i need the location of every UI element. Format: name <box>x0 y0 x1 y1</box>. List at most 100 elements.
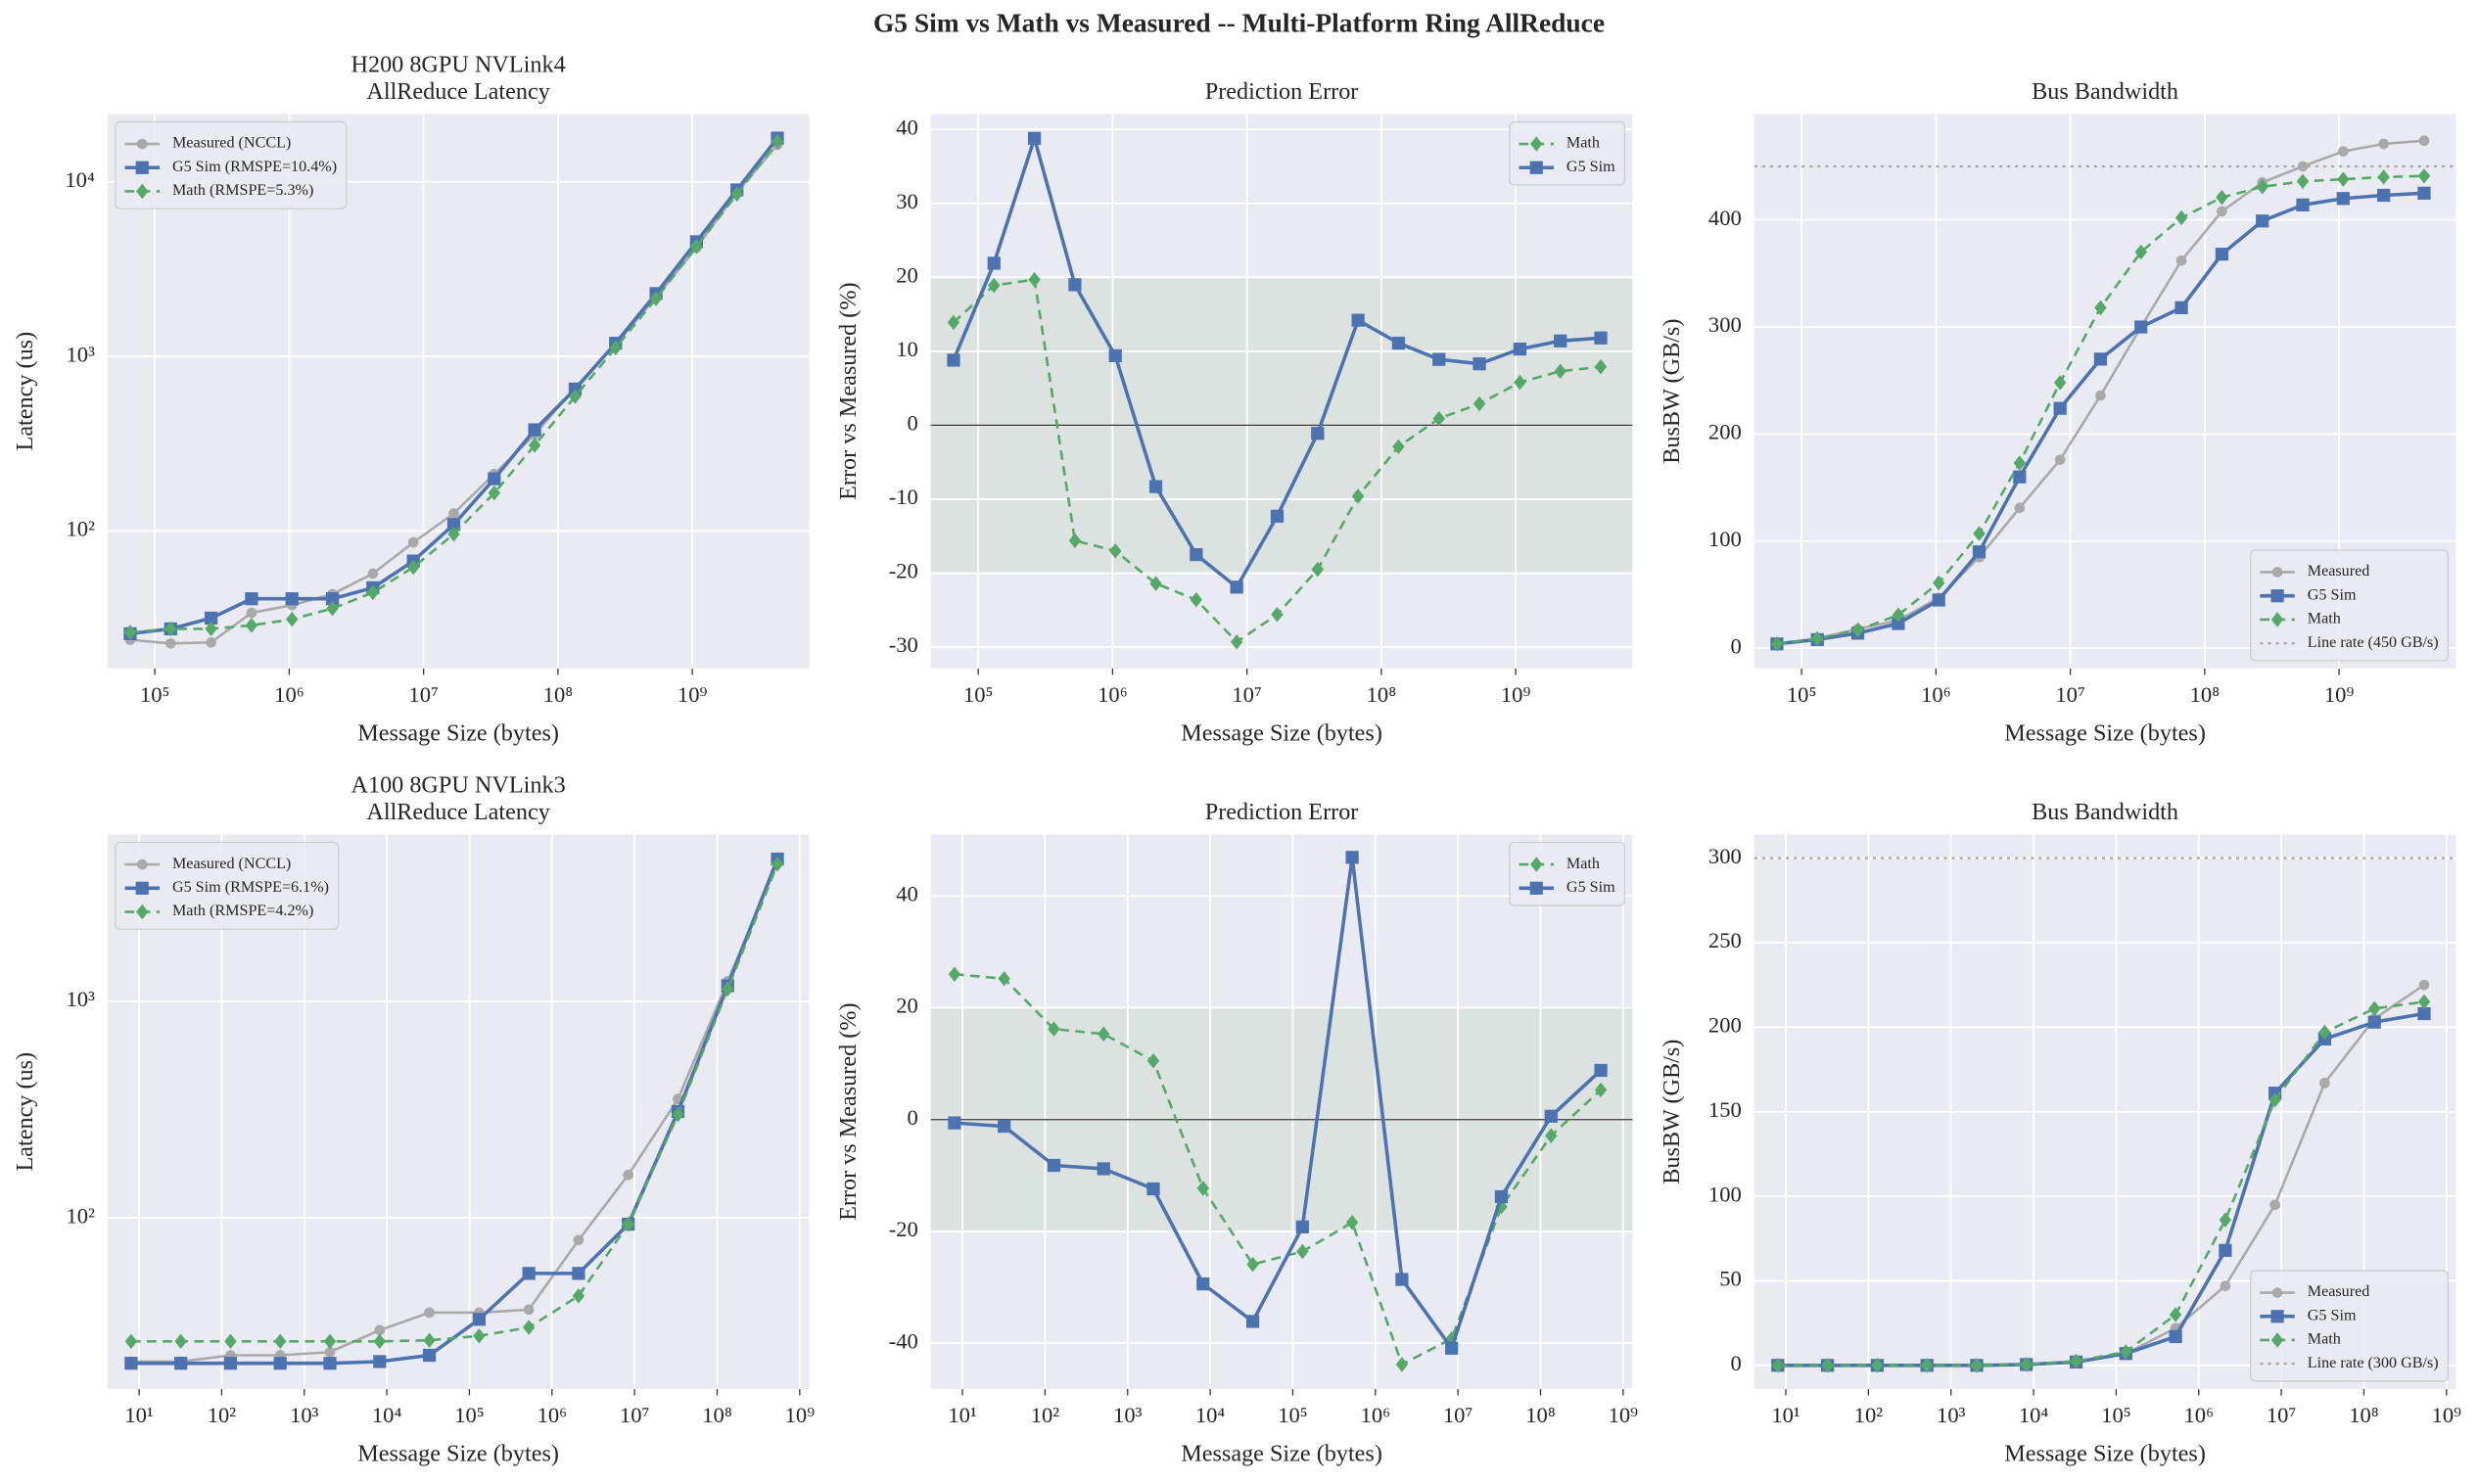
marker <box>373 1333 387 1350</box>
marker <box>1973 526 1986 541</box>
x-tick-label: 10⁸ <box>543 682 573 707</box>
marker <box>2134 244 2147 260</box>
marker <box>947 314 960 331</box>
legend-label: Math (RMSPE=4.2%) <box>172 903 313 919</box>
marker <box>135 161 149 174</box>
marker <box>2378 138 2389 150</box>
marker <box>366 584 380 601</box>
marker <box>2319 1078 2330 1089</box>
marker <box>1395 1357 1409 1372</box>
marker <box>1529 161 1543 174</box>
marker <box>2270 1310 2284 1323</box>
marker <box>1311 427 1325 441</box>
marker <box>1048 1021 1060 1037</box>
marker <box>473 1327 486 1344</box>
x-tick-label: 10⁷ <box>620 1403 649 1427</box>
marker <box>2217 206 2227 217</box>
y-tick-label: 10⁴ <box>65 167 95 192</box>
marker <box>174 1333 187 1350</box>
marker <box>123 625 137 640</box>
marker <box>2337 171 2350 187</box>
y-axis-label: Latency (us) <box>12 1052 38 1172</box>
x-tick-label: 10⁹ <box>1609 1403 1639 1427</box>
x-axis-label: Message Size (bytes) <box>357 1440 559 1466</box>
legend-box <box>115 120 348 209</box>
x-tick-label: 10⁵ <box>140 682 169 707</box>
marker <box>1295 1220 1309 1233</box>
y-tick-label: 0 <box>1731 1351 1742 1375</box>
marker <box>1351 488 1365 504</box>
x-tick-label: 10⁵ <box>963 682 993 707</box>
marker <box>1047 1158 1061 1173</box>
marker <box>286 611 299 627</box>
marker <box>722 981 734 997</box>
y-tick-label: 400 <box>1708 206 1742 230</box>
marker <box>1473 395 1486 412</box>
legend: Measured (NCCL) G5 Sim (RMSPE=6.1%) Math (… <box>115 841 340 930</box>
marker <box>2094 300 2107 316</box>
y-tick-label: 300 <box>1708 312 1742 337</box>
marker <box>622 1216 634 1232</box>
marker <box>2169 1307 2182 1322</box>
y-tick-label: 30 <box>896 189 918 213</box>
marker <box>1851 622 1864 638</box>
marker <box>407 536 419 548</box>
marker <box>1513 342 1526 356</box>
y-axis-label: BusBW (GB/s) <box>1659 319 1685 464</box>
x-tick-label: 10⁹ <box>785 1403 816 1427</box>
marker <box>998 1119 1011 1134</box>
marker <box>124 1333 138 1350</box>
x-tick-label: 10⁴ <box>1195 1403 1226 1427</box>
y-tick-label: 0 <box>908 411 918 436</box>
y-tick-label: -30 <box>889 632 918 657</box>
y-axis-label: Error vs Measured (%) <box>835 282 862 499</box>
chart-title: Prediction Error <box>1205 799 1359 825</box>
marker <box>206 636 216 648</box>
marker <box>472 1313 486 1326</box>
marker <box>1892 607 1905 624</box>
marker <box>2270 1332 2284 1348</box>
marker <box>2367 1015 2381 1029</box>
marker <box>1270 509 1285 523</box>
y-tick-label: -20 <box>889 559 918 583</box>
series-line <box>130 861 779 1364</box>
marker <box>1770 636 1784 652</box>
marker <box>2219 1243 2232 1257</box>
marker <box>367 568 379 580</box>
marker <box>2256 178 2268 195</box>
marker <box>323 1333 337 1350</box>
marker <box>2297 161 2309 172</box>
series-line <box>954 857 1603 1353</box>
marker <box>1345 851 1359 864</box>
marker <box>136 904 149 920</box>
marker <box>164 637 176 649</box>
marker <box>2220 1280 2231 1291</box>
marker <box>174 1357 188 1370</box>
series-line <box>1777 1000 2425 1368</box>
marker <box>2417 994 2431 1010</box>
chart-title: Bus Bandwidth <box>2032 799 2178 825</box>
y-tick-label: 50 <box>1719 1267 1742 1291</box>
legend-label: Math (RMSPE=5.3%) <box>172 182 313 199</box>
x-tick-label: 10⁹ <box>1501 682 1531 707</box>
marker <box>488 472 501 486</box>
marker <box>2296 173 2310 190</box>
x-tick-label: 10⁷ <box>2055 682 2084 707</box>
x-tick-label: 10⁸ <box>2349 1403 2378 1427</box>
x-tick-label: 10³ <box>290 1403 319 1427</box>
x-axis-label: Message Size (bytes) <box>1181 1440 1382 1466</box>
marker <box>1296 1243 1309 1260</box>
marker <box>285 592 299 606</box>
x-tick-label: 10¹ <box>948 1403 976 1427</box>
marker <box>223 1357 238 1370</box>
marker <box>569 389 582 404</box>
chart-subtitle: AllReduce Latency <box>366 799 550 825</box>
x-tick-label: 10⁶ <box>1098 682 1127 707</box>
marker <box>1473 357 1486 371</box>
x-tick-label: 10⁵ <box>1787 682 1816 707</box>
y-tick-label: 10³ <box>66 342 95 366</box>
x-tick-label: 10⁸ <box>2190 682 2220 707</box>
marker <box>273 1357 287 1370</box>
marker <box>323 1357 337 1370</box>
marker <box>528 423 541 437</box>
